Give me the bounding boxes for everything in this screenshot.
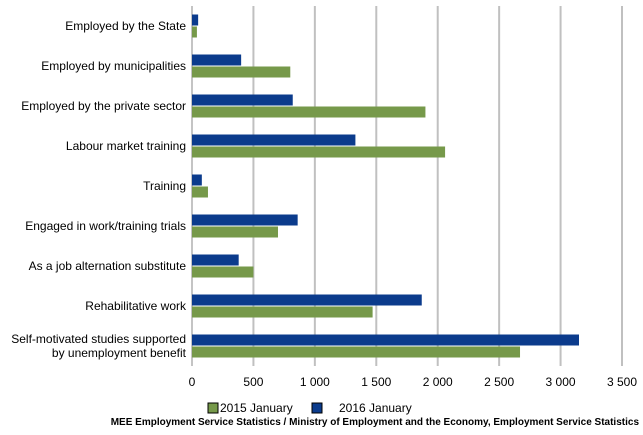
bar-2015-january <box>192 226 278 238</box>
legend: 2015 January 2016 January <box>207 401 412 415</box>
bar-2016-january <box>192 174 202 186</box>
category-label: Employed by the State <box>65 19 186 33</box>
legend-label: 2015 January <box>220 401 293 415</box>
x-tick-label: 3 000 <box>546 375 576 389</box>
category-label: Labour market training <box>66 139 186 153</box>
bar-2015-january <box>192 186 208 198</box>
bar-2016-january <box>192 334 579 346</box>
x-tick-label: 1 000 <box>300 375 330 389</box>
x-tick-label: 2 500 <box>484 375 514 389</box>
category-label: by unemployment benefit <box>52 346 187 360</box>
legend-swatch <box>207 402 219 414</box>
bars <box>192 14 579 358</box>
bar-2016-january <box>192 94 293 106</box>
bar-2015-january <box>192 346 521 358</box>
bar-2016-january <box>192 254 239 266</box>
category-label: Employed by municipalities <box>41 59 186 73</box>
category-label: Rehabilitative work <box>85 299 187 313</box>
bar-2015-january <box>192 146 446 158</box>
bar-2015-january <box>192 106 426 118</box>
category-label: Engaged in work/training trials <box>25 219 186 233</box>
bar-2015-january <box>192 66 291 78</box>
bar-2016-january <box>192 214 298 226</box>
x-tick-labels: 0 500 1 000 1 500 2 000 2 500 3 000 3 500 <box>189 375 638 389</box>
category-label: Training <box>143 179 186 193</box>
gridlines <box>191 6 623 366</box>
x-tick-label: 3 500 <box>607 375 637 389</box>
x-tick-label: 2 000 <box>423 375 453 389</box>
category-label: As a job alternation substitute <box>29 259 187 273</box>
legend-label: 2016 January <box>339 401 412 415</box>
bar-2016-january <box>192 294 422 306</box>
category-label: Self-motivated studies supported <box>11 332 186 346</box>
x-tick-label: 500 <box>243 375 263 389</box>
bar-2015-january <box>192 266 254 278</box>
bar-2015-january <box>192 26 197 38</box>
bar-2016-january <box>192 134 356 146</box>
x-tick-label: 0 <box>189 375 196 389</box>
source-note: MEE Employment Service Statistics / Mini… <box>111 417 640 428</box>
category-label: Employed by the private sector <box>21 99 186 113</box>
x-tick-label: 1 500 <box>361 375 391 389</box>
bar-2016-january <box>192 14 199 26</box>
legend-swatch <box>311 402 323 414</box>
category-labels: Employed by the State Employed by municip… <box>11 19 187 360</box>
bar-2015-january <box>192 306 373 318</box>
bar-2016-january <box>192 54 242 66</box>
